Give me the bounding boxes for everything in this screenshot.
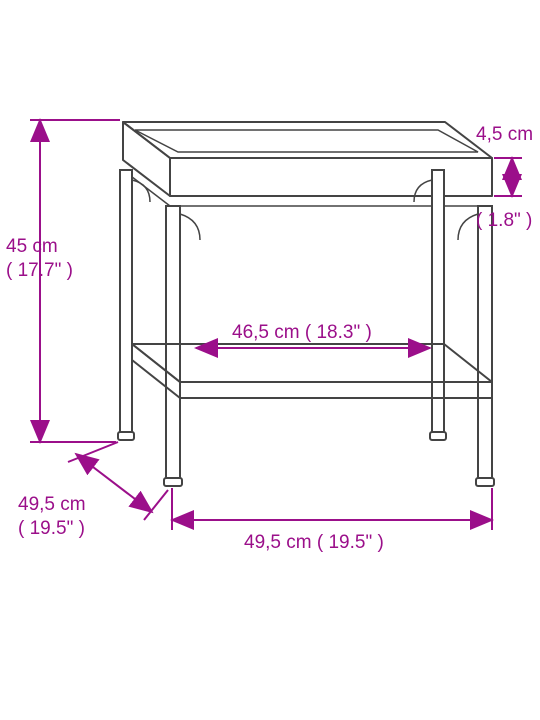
dim-height: 45 cm ( 17.7" ) <box>6 120 120 442</box>
dim-shelf-imperial: ( 18.3" ) <box>305 322 372 343</box>
dim-tray-metric: 4,5 cm <box>476 124 533 145</box>
dim-tray-height: 4,5 cm ( 1.8" ) <box>476 124 533 231</box>
product-drawing <box>118 122 494 486</box>
dim-width: 49,5 cm ( 19.5" ) <box>172 488 492 553</box>
dim-shelf-metric: 46,5 cm <box>232 322 300 343</box>
dim-width-label: 49,5 cm ( 19.5" ) <box>244 532 384 553</box>
dim-height-imperial: ( 17.7" ) <box>6 260 73 281</box>
dim-depth-metric: 49,5 cm <box>18 494 86 515</box>
dim-tray-imperial: ( 1.8" ) <box>476 210 532 231</box>
dim-depth: 49,5 cm ( 19.5" ) <box>18 442 168 539</box>
dim-shelf-label: 46,5 cm ( 18.3" ) <box>232 322 372 343</box>
dim-width-metric: 49,5 cm <box>244 532 312 553</box>
dim-width-imperial: ( 19.5" ) <box>317 532 384 553</box>
dim-height-metric: 45 cm <box>6 236 58 257</box>
dim-depth-imperial: ( 19.5" ) <box>18 518 85 539</box>
